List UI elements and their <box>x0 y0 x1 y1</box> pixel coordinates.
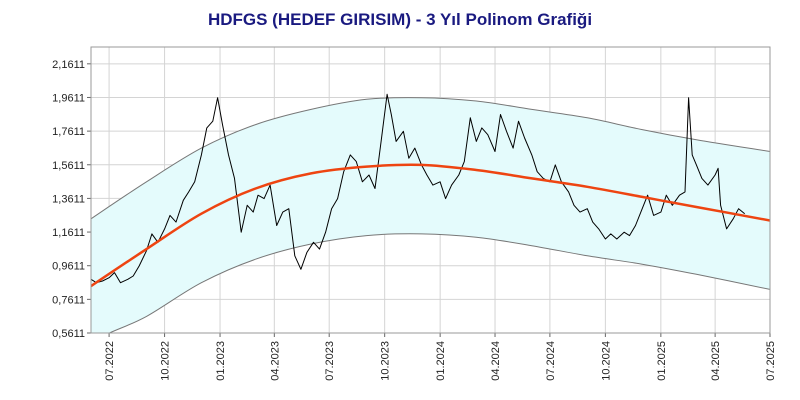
y-tick-label: 0,5611 <box>52 328 85 340</box>
plot-frame <box>90 46 771 334</box>
axis-layer: 0,5611 0,7611 0,9611 1,1611 1,3611 1,5611 1,76… <box>52 59 777 381</box>
series-layer <box>91 93 770 288</box>
x-tick-label: 04.2025 <box>710 341 722 381</box>
x-tick-label: 04.2023 <box>269 341 281 381</box>
x-tick-label: 10.2023 <box>380 341 392 381</box>
y-tick-label: 2,1611 <box>52 59 85 71</box>
x-tick-label: 01.2023 <box>215 341 227 381</box>
x-tick-label: 07.2024 <box>545 341 557 381</box>
x-tick-label: 01.2024 <box>435 341 447 381</box>
chart-title: HDFGS (HEDEF GIRISIM) - 3 Yıl Polinom Gr… <box>207 10 593 29</box>
y-tick-label: 1,3611 <box>52 193 85 205</box>
x-tick-label: 04.2024 <box>490 341 502 381</box>
band-area <box>91 97 770 333</box>
y-tick-label: 0,9611 <box>52 261 85 273</box>
x-tick-label: 07.2023 <box>324 341 336 381</box>
lower-band-line <box>108 233 770 333</box>
polynomial-trend-line <box>91 163 770 288</box>
y-tick-label: 1,5611 <box>52 160 85 172</box>
x-tick-label: 07.2022 <box>104 341 116 381</box>
y-tick-label: 1,7611 <box>52 126 85 138</box>
x-tick-label: 10.2024 <box>600 341 612 381</box>
y-tick-label: 1,1611 <box>52 227 85 239</box>
x-tick-label: 07.2025 <box>765 341 777 381</box>
y-tick-label: 1,9611 <box>52 92 85 104</box>
upper-band-line <box>91 97 770 220</box>
band-layer <box>91 97 770 333</box>
y-tick-label: 0,7611 <box>52 294 85 306</box>
x-tick-label: 01.2025 <box>656 341 668 381</box>
x-tick-label: 10.2022 <box>160 341 172 381</box>
